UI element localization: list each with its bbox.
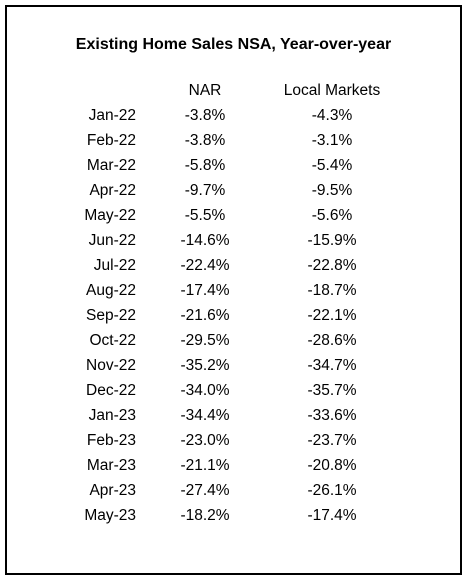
- table-frame: Existing Home Sales NSA, Year-over-year …: [5, 5, 462, 575]
- row-date: Dec-22: [86, 382, 136, 399]
- nar-value: -18.2%: [180, 507, 230, 524]
- local-value: -5.4%: [311, 157, 353, 174]
- nar-value: -3.8%: [184, 132, 226, 149]
- row-date: Jan-22: [88, 107, 136, 124]
- nar-value: -9.7%: [184, 182, 226, 199]
- local-value: -5.6%: [311, 207, 353, 224]
- local-value: -18.7%: [307, 282, 357, 299]
- local-value: -35.7%: [307, 382, 357, 399]
- local-value: -15.9%: [307, 232, 357, 249]
- nar-value: -27.4%: [180, 482, 230, 499]
- table-title: Existing Home Sales NSA, Year-over-year: [75, 36, 392, 53]
- nar-value: -5.8%: [184, 157, 226, 174]
- local-value: -34.7%: [307, 357, 357, 374]
- nar-value: -34.0%: [180, 382, 230, 399]
- local-value: -3.1%: [311, 132, 353, 149]
- row-date: Aug-22: [86, 282, 136, 299]
- local-value: -9.5%: [311, 182, 353, 199]
- local-value: -20.8%: [307, 457, 357, 474]
- row-date: May-22: [84, 207, 136, 224]
- nar-value: -3.8%: [184, 107, 226, 124]
- row-date: Mar-23: [86, 457, 136, 474]
- nar-value: -22.4%: [180, 257, 230, 274]
- column-header: NAR: [188, 82, 222, 99]
- nar-value: -17.4%: [180, 282, 230, 299]
- local-value: -17.4%: [307, 507, 357, 524]
- row-date: Oct-22: [89, 332, 136, 349]
- nar-value: -21.1%: [180, 457, 230, 474]
- local-value: -23.7%: [307, 432, 357, 449]
- row-date: Jan-23: [88, 407, 136, 424]
- row-date: Jun-22: [88, 232, 136, 249]
- row-date: May-23: [84, 507, 136, 524]
- local-value: -26.1%: [307, 482, 357, 499]
- local-value: -28.6%: [307, 332, 357, 349]
- row-date: Sep-22: [86, 307, 136, 324]
- local-value: -22.8%: [307, 257, 357, 274]
- nar-value: -29.5%: [180, 332, 230, 349]
- nar-value: -21.6%: [180, 307, 230, 324]
- row-date: Nov-22: [86, 357, 136, 374]
- nar-value: -5.5%: [184, 207, 226, 224]
- row-date: Apr-22: [89, 182, 136, 199]
- row-date: Feb-23: [86, 432, 136, 449]
- nar-value: -23.0%: [180, 432, 230, 449]
- column-header: Local Markets: [283, 82, 381, 99]
- nar-value: -34.4%: [180, 407, 230, 424]
- row-date: Jul-22: [93, 257, 136, 274]
- row-date: Mar-22: [86, 157, 136, 174]
- local-value: -4.3%: [311, 107, 353, 124]
- nar-value: -14.6%: [180, 232, 230, 249]
- local-value: -33.6%: [307, 407, 357, 424]
- row-date: Feb-22: [86, 132, 136, 149]
- nar-value: -35.2%: [180, 357, 230, 374]
- row-date: Apr-23: [89, 482, 136, 499]
- local-value: -22.1%: [307, 307, 357, 324]
